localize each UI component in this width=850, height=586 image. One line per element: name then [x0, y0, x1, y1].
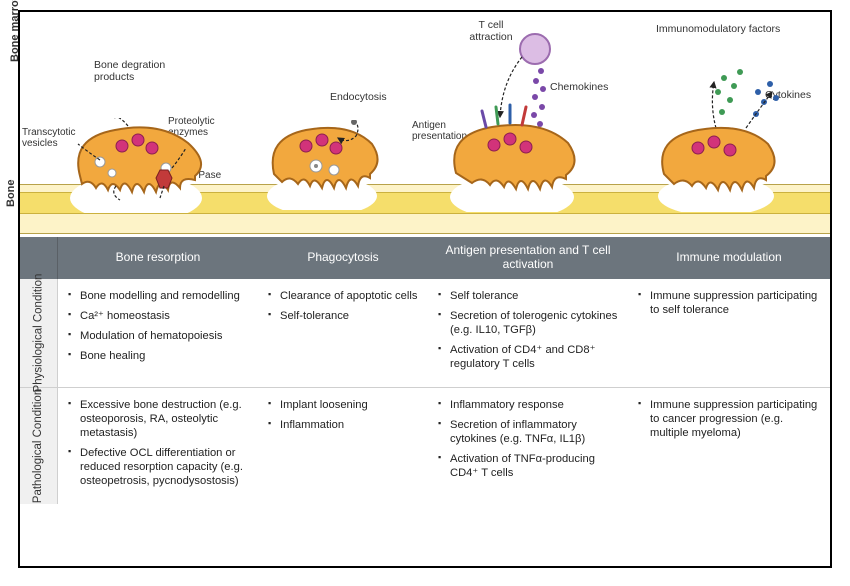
diagram-area: T cell attraction Chemokines Immunomodul… [20, 12, 830, 237]
table-header-row: Bone resorption Phagocytosis Antigen pre… [20, 237, 830, 279]
table-cell-item: Secretion of inflammatory cytokines (e.g… [438, 418, 618, 446]
endocytosis-label: Endocytosis [330, 92, 387, 104]
table-cell-item: Excessive bone destruction (e.g. osteopo… [68, 398, 248, 440]
table-cell-item: Secretion of tolerogenic cytokines (e.g.… [438, 309, 618, 337]
table-cell-item: Activation of CD4⁺ and CD8⁺ regulatory T… [438, 343, 618, 371]
osteoclast-immune-modulation [648, 52, 813, 212]
table-cell-item: Inflammatory response [438, 398, 618, 412]
row-pathological: Pathological Condition Excessive bone de… [20, 388, 830, 504]
table-cell-item: Self tolerance [438, 289, 618, 303]
osteoclast-antigen-presentation [442, 27, 617, 212]
table-area: Bone resorption Phagocytosis Antigen pre… [20, 237, 830, 566]
table-cell-item: Inflammation [268, 418, 418, 432]
table-cell-item: Clearance of apoptotic cells [268, 289, 418, 303]
table-cell-item: Ca²⁺ homeostasis [68, 309, 248, 323]
table-cell-item: Self-tolerance [268, 309, 418, 323]
bone-degradation-label: Bone degration products [94, 60, 179, 83]
col-header-phagocytosis: Phagocytosis [258, 237, 428, 279]
table-cell-item: Immune suppression participating to canc… [638, 398, 820, 440]
table-cell-item: Activation of TNFα-producing CD4⁺ T cell… [438, 452, 618, 480]
table-cell-item: Immune suppression participating to self… [638, 289, 820, 317]
row-physiological: Physiological Condition Bone modelling a… [20, 279, 830, 388]
col-header-bone-resorption: Bone resorption [58, 237, 258, 279]
bone-label: Bone [5, 180, 17, 208]
col-header-antigen-presentation: Antigen presentation and T cell activati… [428, 237, 628, 279]
table-cell-item: Bone healing [68, 349, 248, 363]
osteoclast-phagocytosis [260, 120, 385, 210]
table-cell-item: Bone modelling and remodelling [68, 289, 248, 303]
immunomodulatory-label: Immunomodulatory factors [656, 24, 786, 36]
table-cell-item: Defective OCL differentiation or reduced… [68, 446, 248, 488]
row-header-pathological: Pathological Condition [20, 388, 58, 504]
table-cell-item: Modulation of hematopoiesis [68, 329, 248, 343]
table-cell-item: Implant loosening [268, 398, 418, 412]
col-header-immune-modulation: Immune modulation [628, 237, 830, 279]
osteoclast-resorption [60, 118, 215, 213]
row-header-physiological: Physiological Condition [20, 279, 58, 387]
figure-frame: T cell attraction Chemokines Immunomodul… [18, 10, 832, 568]
